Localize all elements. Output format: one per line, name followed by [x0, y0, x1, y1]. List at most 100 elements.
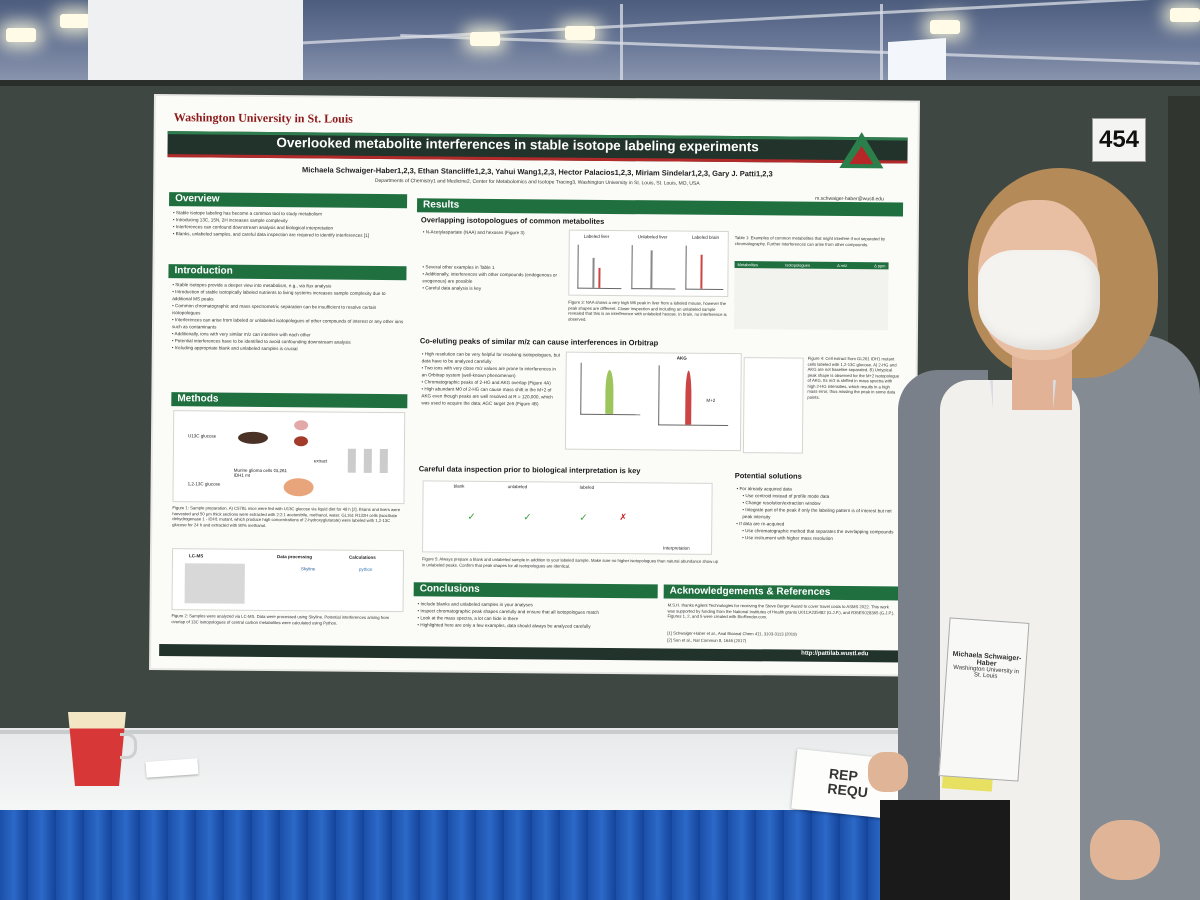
check-icon: ✓	[467, 511, 476, 523]
label: Labeled brain	[691, 234, 720, 240]
university-logo: Washington University in St. Louis	[173, 110, 353, 126]
face-mask	[978, 250, 1100, 350]
label: Labeled liver	[583, 233, 610, 239]
figure-2: LC-MS Data processing Calculations Skyli…	[171, 548, 405, 613]
results-heading: Results	[416, 198, 904, 217]
table-header: Metabolites Isotopologues Δ m/z Δ ppm	[734, 261, 889, 270]
results-bullets-1: N-Acetylaspartate (NAA) and hexoses (Fig…	[422, 228, 565, 292]
name-badge: Michaela Schwaiger-Haber Washington Univ…	[938, 617, 1030, 782]
bullet: Integrate part of the peak if only the l…	[736, 506, 896, 521]
results-subheading-1: Overlapping isotopologues of common meta…	[420, 215, 605, 226]
solutions-list: For already acquired data Use centroid i…	[736, 485, 896, 542]
solutions-heading: Potential solutions	[734, 471, 802, 481]
column-header: Isotopologues	[785, 262, 811, 268]
bullet: Including appropriate blank and unlabele…	[172, 344, 404, 353]
booth-number: 454	[1092, 118, 1146, 162]
introduction-heading: Introduction	[168, 264, 407, 281]
acknowledgements-text: M.S.H. thanks Agilent Technologies for r…	[667, 602, 895, 620]
trousers	[880, 800, 1010, 900]
liver-icon	[293, 436, 309, 447]
figure-5-caption: Figure 5: Always prepare a blank and unl…	[421, 556, 719, 569]
label: Calculations	[348, 554, 376, 560]
figure-5: blank unlabeled labeled Interpretation ✓…	[422, 480, 713, 555]
column-header: Metabolites	[737, 262, 759, 268]
label: U13C glucose	[188, 433, 217, 439]
figure-2-caption: Figure 2: Samples were analyzed via LC-M…	[171, 613, 390, 626]
label: Skyline	[300, 566, 316, 572]
results-bullets-2: High resolution can be very helpful for …	[421, 350, 561, 407]
lab-url: http://pattilab.wustl.edu	[801, 650, 869, 658]
ceiling-light	[60, 14, 90, 28]
label: Murine glioma cells GL261 IDH1 mt	[233, 467, 288, 478]
ceiling-light	[930, 20, 960, 34]
label: AKG	[676, 355, 687, 361]
bullet: Use instrument with higher mass resoluti…	[736, 534, 896, 542]
column-header: Δ m/z	[837, 262, 848, 269]
label: blank	[453, 483, 465, 489]
bullet: Two ions with very close m/z values are …	[422, 364, 562, 379]
chromatogram-b	[658, 365, 729, 427]
figure-4: AKG M+2	[564, 351, 742, 452]
vial-icon	[347, 448, 356, 473]
figure-1-caption: Figure 1: Sample preparation. A) C57BL m…	[172, 505, 401, 528]
brain-icon	[294, 420, 309, 431]
figure-1: U13C glucose 1,2-13C glucose extract Mur…	[172, 410, 406, 505]
mouse-icon	[237, 431, 269, 444]
cup-handle	[120, 733, 137, 759]
table-1-caption: Table 1: Examples of common metabolites …	[734, 235, 886, 247]
column-header: Δ ppm	[874, 263, 886, 269]
bullet: Additionally, interferences with other c…	[422, 270, 564, 285]
reference: [2] Sun et al., Nat Commun 8, 1646 (2017…	[667, 637, 747, 644]
label: python	[358, 566, 373, 572]
figure-3-caption: Figure 3: NAA shows a very high M6 peak …	[568, 299, 727, 322]
conclusions-heading: Conclusions	[413, 582, 658, 599]
chromatogram	[685, 245, 724, 290]
acknowledgements-heading: Acknowledgements & References	[663, 584, 900, 601]
label: Interpretation	[663, 545, 690, 551]
label: unlabeled	[507, 484, 528, 490]
label: labeled	[579, 484, 595, 490]
lcms-instrument-icon	[184, 563, 245, 604]
table-edge	[0, 730, 920, 734]
bullet: Highlighted here are only a few examples…	[417, 621, 657, 630]
label: Data processing	[276, 554, 313, 560]
label: LC-MS	[188, 553, 204, 559]
check-icon: ✓	[579, 512, 588, 524]
cell-dish-icon	[283, 478, 314, 497]
results-subheading-3: Careful data inspection prior to biologi…	[418, 464, 641, 476]
label: M+2	[706, 397, 716, 403]
conclusions-bullets: Include blanks and unlabeled samples in …	[417, 600, 657, 630]
ceiling-light	[470, 32, 500, 46]
bullet: Blanks, unlabeled samples, and careful d…	[173, 230, 405, 239]
coffee-cup	[68, 712, 126, 786]
bullet: High abundant M0 of 2-HG can cause mass …	[421, 385, 561, 407]
figure-3: Labeled liver Unlabeled liver Labeled br…	[568, 229, 729, 298]
bullet: High resolution can be very helpful for …	[422, 350, 562, 365]
vial-icon	[363, 448, 372, 473]
chromatogram	[577, 244, 622, 290]
ceiling-light	[6, 28, 36, 42]
bullet: N-Acetylaspartate (NAA) and hexoses (Fig…	[423, 228, 565, 236]
poster-footer	[159, 644, 906, 663]
introduction-bullets: Stable isotopes provide a deeper view in…	[172, 281, 405, 353]
bullet: Careful data analysis is key	[422, 284, 564, 292]
overview-heading: Overview	[169, 192, 408, 209]
chromatogram	[631, 245, 676, 290]
column	[88, 0, 303, 82]
table-1: Metabolites Isotopologues Δ m/z Δ ppm	[733, 261, 889, 331]
cross-icon: ✗	[619, 513, 627, 524]
ceiling-light	[1170, 8, 1200, 22]
research-poster: Washington University in St. Louis Overl…	[151, 96, 918, 675]
methods-heading: Methods	[171, 392, 408, 409]
hand	[1090, 820, 1160, 880]
label: 1,2-13C glucose	[187, 481, 221, 487]
figure-4-caption: Figure 4: Cell extract from GL261 IDH1 m…	[807, 355, 900, 400]
check-icon: ✓	[523, 512, 532, 524]
hand	[868, 752, 908, 792]
ceiling-light	[565, 26, 595, 40]
lab-logo-inner-icon	[849, 146, 874, 165]
blue-table-skirt	[0, 810, 900, 900]
table-top	[0, 728, 920, 814]
results-subheading-2: Co-eluting peaks of similar m/z can caus…	[419, 336, 659, 348]
chromatogram-a	[580, 362, 641, 416]
